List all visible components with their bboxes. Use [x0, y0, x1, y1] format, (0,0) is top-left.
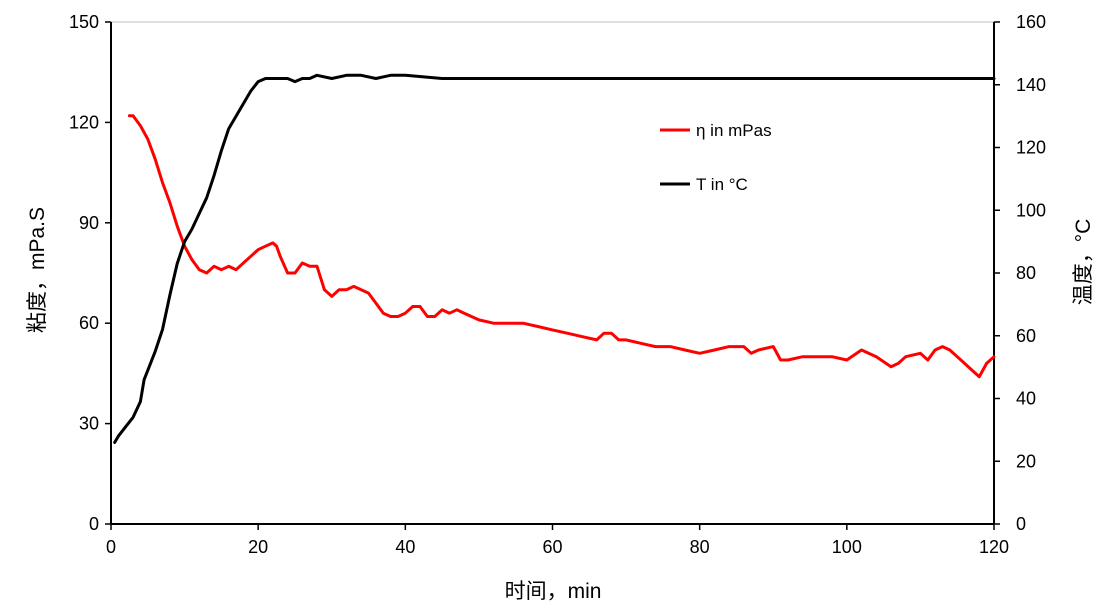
series-layer: [113, 73, 996, 444]
temperature-series-line: [113, 73, 996, 444]
left-y-tick-label: 0: [89, 514, 99, 534]
right-y-tick-label: 120: [1016, 138, 1046, 158]
right-y-tick-label: 160: [1016, 12, 1046, 32]
x-tick-label: 20: [248, 537, 268, 557]
legend: η in mPas T in °C: [660, 121, 772, 194]
left-y-tick-label: 90: [79, 213, 99, 233]
right-y-tick-label: 0: [1016, 514, 1026, 534]
viscosity-series-line: [127, 114, 996, 379]
x-tick-label: 0: [106, 537, 116, 557]
right-y-tick-label: 40: [1016, 389, 1036, 409]
x-axis: 0 20 40 60 80 100 120: [106, 524, 1009, 557]
x-tick-label: 120: [979, 537, 1009, 557]
legend-label-temperature: T in °C: [696, 175, 748, 194]
left-y-tick-label: 150: [69, 12, 99, 32]
right-y-axis: 0 20 40 60 80 100 120 140 160: [994, 12, 1046, 534]
left-y-tick-label: 60: [79, 313, 99, 333]
left-y-axis: 0 30 60 90 120 150: [69, 12, 111, 534]
plot-area: [110, 21, 995, 525]
left-y-tick-label: 120: [69, 112, 99, 132]
x-tick-label: 100: [832, 537, 862, 557]
right-y-tick-label: 80: [1016, 263, 1036, 283]
right-y-axis-title: 温度，°C: [1072, 219, 1095, 306]
x-tick-label: 80: [690, 537, 710, 557]
x-axis-title: 时间，min: [505, 580, 602, 603]
x-tick-label: 40: [395, 537, 415, 557]
x-tick-label: 60: [542, 537, 562, 557]
right-y-tick-label: 100: [1016, 200, 1046, 220]
right-y-tick-label: 20: [1016, 451, 1036, 471]
left-y-axis-title: 粘度，mPa.S: [26, 207, 49, 333]
left-y-tick-label: 30: [79, 414, 99, 434]
right-y-tick-label: 60: [1016, 326, 1036, 346]
right-y-tick-label: 140: [1016, 75, 1046, 95]
legend-label-viscosity: η in mPas: [696, 121, 772, 140]
